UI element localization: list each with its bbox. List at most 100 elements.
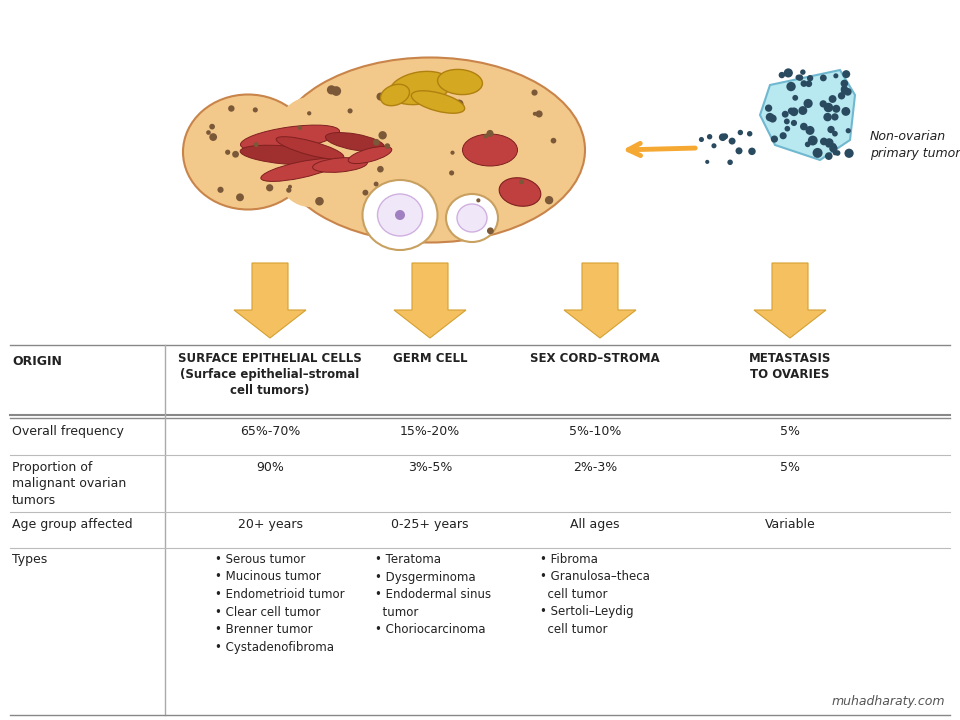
Circle shape xyxy=(209,133,217,141)
Circle shape xyxy=(455,99,464,109)
Circle shape xyxy=(484,134,488,138)
Circle shape xyxy=(838,92,845,99)
Circle shape xyxy=(462,207,468,215)
Circle shape xyxy=(728,160,732,165)
Polygon shape xyxy=(754,263,826,338)
Circle shape xyxy=(288,185,292,189)
Polygon shape xyxy=(760,70,855,160)
Text: Types: Types xyxy=(12,553,47,566)
Circle shape xyxy=(450,150,455,155)
Circle shape xyxy=(835,150,840,156)
Ellipse shape xyxy=(261,158,339,181)
Ellipse shape xyxy=(380,84,410,106)
Ellipse shape xyxy=(457,204,487,232)
Text: 5%: 5% xyxy=(780,425,800,438)
Text: 90%: 90% xyxy=(256,461,284,474)
Circle shape xyxy=(801,80,807,87)
Circle shape xyxy=(833,73,838,78)
Ellipse shape xyxy=(275,58,585,243)
Ellipse shape xyxy=(183,94,313,210)
Circle shape xyxy=(824,103,833,112)
Circle shape xyxy=(805,126,814,135)
Circle shape xyxy=(348,109,352,114)
Circle shape xyxy=(781,111,788,117)
Circle shape xyxy=(807,135,818,145)
Circle shape xyxy=(266,184,274,192)
Ellipse shape xyxy=(463,134,517,166)
Circle shape xyxy=(385,143,390,149)
Text: Variable: Variable xyxy=(764,518,815,531)
Circle shape xyxy=(533,112,537,116)
Circle shape xyxy=(841,107,851,116)
Circle shape xyxy=(812,148,823,158)
Circle shape xyxy=(766,113,774,122)
Ellipse shape xyxy=(438,69,483,94)
Circle shape xyxy=(831,143,836,148)
Circle shape xyxy=(804,142,810,147)
Polygon shape xyxy=(394,263,466,338)
Ellipse shape xyxy=(348,146,392,163)
Circle shape xyxy=(842,70,851,78)
Circle shape xyxy=(769,114,777,122)
Text: • Teratoma
• Dysgerminoma
• Endodermal sinus
  tumor
• Choriocarcinoma: • Teratoma • Dysgerminoma • Endodermal s… xyxy=(375,553,492,636)
Ellipse shape xyxy=(411,91,465,113)
Circle shape xyxy=(532,89,538,96)
Circle shape xyxy=(376,93,385,101)
Circle shape xyxy=(831,113,838,120)
Circle shape xyxy=(395,210,405,220)
Circle shape xyxy=(841,86,848,94)
Circle shape xyxy=(326,85,336,94)
Circle shape xyxy=(846,128,851,133)
Ellipse shape xyxy=(377,194,422,236)
Text: 0-25+ years: 0-25+ years xyxy=(392,518,468,531)
Circle shape xyxy=(771,135,778,143)
Circle shape xyxy=(788,107,795,114)
Circle shape xyxy=(536,110,542,117)
Circle shape xyxy=(228,105,234,112)
Circle shape xyxy=(832,131,838,137)
Circle shape xyxy=(789,107,799,116)
Circle shape xyxy=(844,88,852,96)
Circle shape xyxy=(729,138,735,145)
Text: Proportion of
malignant ovarian
tumors: Proportion of malignant ovarian tumors xyxy=(12,461,127,507)
Polygon shape xyxy=(234,263,306,338)
Text: 15%-20%: 15%-20% xyxy=(400,425,460,438)
Circle shape xyxy=(820,100,827,107)
Circle shape xyxy=(828,95,836,103)
Circle shape xyxy=(545,196,553,204)
Circle shape xyxy=(413,206,419,211)
Circle shape xyxy=(471,84,479,91)
Circle shape xyxy=(820,138,828,145)
Circle shape xyxy=(825,138,833,147)
Ellipse shape xyxy=(325,132,385,151)
Circle shape xyxy=(800,69,805,75)
Circle shape xyxy=(315,197,324,205)
Circle shape xyxy=(797,74,804,81)
Circle shape xyxy=(209,124,215,130)
Circle shape xyxy=(841,80,849,87)
Text: Overall frequency: Overall frequency xyxy=(12,425,124,438)
Circle shape xyxy=(805,81,812,87)
Circle shape xyxy=(519,179,524,184)
Text: 5%: 5% xyxy=(780,461,800,474)
Text: GERM CELL: GERM CELL xyxy=(393,352,468,365)
Circle shape xyxy=(449,171,454,176)
Circle shape xyxy=(804,99,813,108)
Circle shape xyxy=(232,151,239,158)
Text: METASTASIS
TO OVARIES: METASTASIS TO OVARIES xyxy=(749,352,831,381)
Circle shape xyxy=(722,133,728,140)
Circle shape xyxy=(807,75,813,81)
Circle shape xyxy=(218,186,224,193)
Circle shape xyxy=(826,142,831,148)
Circle shape xyxy=(783,68,793,78)
Circle shape xyxy=(765,104,772,112)
Text: 5%-10%: 5%-10% xyxy=(569,425,621,438)
Circle shape xyxy=(779,72,785,78)
Ellipse shape xyxy=(270,97,350,207)
Circle shape xyxy=(786,82,796,91)
Circle shape xyxy=(825,152,832,160)
Circle shape xyxy=(363,189,369,196)
Text: muhadharaty.com: muhadharaty.com xyxy=(831,695,945,708)
Circle shape xyxy=(735,148,742,154)
Circle shape xyxy=(719,133,727,141)
